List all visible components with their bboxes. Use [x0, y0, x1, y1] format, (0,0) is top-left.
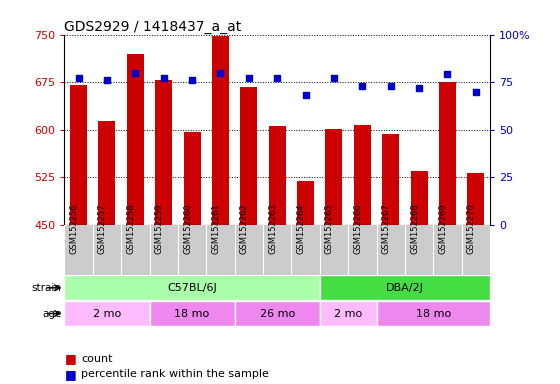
Bar [240, 86, 258, 225]
Text: 2 mo: 2 mo [93, 308, 121, 319]
Point [329, 75, 338, 81]
Bar [376, 301, 490, 326]
Point [386, 83, 395, 89]
Text: GSM152256: GSM152256 [69, 203, 78, 254]
Text: GSM152260: GSM152260 [183, 203, 192, 254]
Text: ■: ■ [64, 368, 76, 381]
Text: ■: ■ [64, 353, 76, 366]
Bar [64, 301, 150, 326]
Text: strain: strain [31, 283, 62, 293]
Text: GSM152266: GSM152266 [353, 203, 362, 254]
Point [414, 85, 423, 91]
Text: 2 mo: 2 mo [334, 308, 362, 319]
Text: GSM152261: GSM152261 [212, 203, 221, 254]
Bar [325, 129, 343, 225]
Text: GSM152264: GSM152264 [297, 203, 306, 254]
Text: GSM152265: GSM152265 [325, 203, 334, 254]
Bar [235, 301, 320, 326]
Text: 18 mo: 18 mo [175, 308, 209, 319]
Bar [320, 301, 376, 326]
Point [102, 77, 111, 83]
Bar [127, 54, 144, 225]
Bar [64, 275, 320, 300]
Bar [212, 36, 229, 225]
Text: C57BL/6J: C57BL/6J [167, 283, 217, 293]
Bar [410, 171, 428, 225]
Bar [99, 121, 115, 225]
Text: GSM152258: GSM152258 [127, 203, 136, 254]
Text: GSM152267: GSM152267 [382, 203, 391, 254]
Point [472, 89, 480, 95]
Point [358, 83, 367, 89]
Text: GSM152262: GSM152262 [240, 203, 249, 254]
Text: GDS2929 / 1418437_a_at: GDS2929 / 1418437_a_at [64, 20, 242, 33]
Point [131, 70, 140, 76]
Point [301, 92, 310, 98]
Bar [439, 82, 456, 225]
Bar [354, 124, 371, 225]
Bar [297, 181, 314, 225]
Text: 26 mo: 26 mo [260, 308, 295, 319]
Point [443, 71, 452, 78]
Text: age: age [42, 308, 62, 319]
Text: percentile rank within the sample: percentile rank within the sample [81, 369, 269, 379]
Point [244, 75, 253, 81]
Bar [467, 173, 484, 225]
Point [74, 75, 83, 81]
Text: 18 mo: 18 mo [416, 308, 451, 319]
Text: GSM152270: GSM152270 [467, 203, 476, 254]
Text: GSM152268: GSM152268 [410, 203, 419, 254]
Bar [155, 80, 172, 225]
Point [188, 77, 197, 83]
Bar [382, 134, 399, 225]
Text: count: count [81, 354, 113, 364]
Bar [150, 301, 235, 326]
Text: GSM152259: GSM152259 [155, 204, 164, 254]
Text: GSM152257: GSM152257 [98, 203, 107, 254]
Point [216, 70, 225, 76]
Text: GSM152269: GSM152269 [438, 203, 447, 254]
Bar [320, 275, 490, 300]
Bar [184, 132, 200, 225]
Point [159, 75, 168, 81]
Text: DBA/2J: DBA/2J [386, 283, 424, 293]
Bar [269, 126, 286, 225]
Point [273, 75, 282, 81]
Bar [70, 85, 87, 225]
Text: GSM152263: GSM152263 [268, 203, 277, 254]
